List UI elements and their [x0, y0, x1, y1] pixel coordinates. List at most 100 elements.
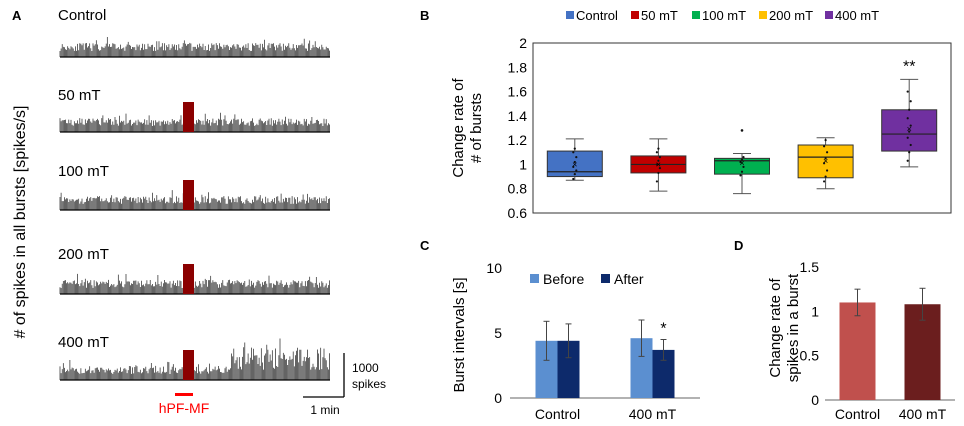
stim-block [183, 264, 194, 294]
significance-marker: ** [903, 58, 915, 75]
data-point [909, 143, 912, 147]
panel-d-ylabel-line1: Change rate of [767, 278, 784, 378]
panel-d: D Change rate of spikes in a burst 0 0.5 1… [734, 238, 955, 422]
data-point [824, 139, 827, 142]
stim-block [183, 180, 194, 210]
data-point [657, 171, 660, 175]
legend-swatch-100mt [692, 11, 700, 19]
panel-c-legend: Before After [530, 271, 644, 287]
data-point [908, 151, 911, 154]
panel-a-letter: A [12, 8, 22, 23]
panel-a: A # of spikes in all bursts [spikes/s] C… [12, 7, 386, 417]
data-point [657, 159, 660, 162]
panel-b: B Control 50 mT 100 mT 200 mT 400 mT Cha… [420, 8, 952, 221]
stim-label: hPF-MF [159, 400, 210, 416]
scale-bar-x-label: 1 min [310, 403, 339, 417]
data-point [823, 162, 826, 165]
x-tick-label: 400 mT [629, 406, 677, 422]
significance-marker: * [660, 321, 666, 338]
y-tick-label: 1.2 [508, 132, 528, 148]
box-200mt: × [797, 137, 854, 190]
data-point [739, 174, 742, 177]
box-100mt: × [714, 129, 770, 195]
data-point [826, 169, 829, 172]
data-point [823, 180, 826, 183]
legend-swatch-after [601, 274, 610, 283]
box-400mt: × ** [881, 58, 938, 168]
legend-label-200mt: 200 mT [769, 8, 813, 23]
x-tick-label: Control [835, 406, 880, 422]
legend-label-100mt: 100 mT [702, 8, 746, 23]
outlier-point [740, 129, 744, 132]
bar-before [535, 340, 558, 398]
data-point [575, 156, 578, 159]
data-point [826, 151, 829, 154]
trace-label-100mt: 100 mT [58, 163, 109, 180]
bar-after [557, 340, 580, 398]
spike-trace [59, 338, 330, 380]
legend-label-400mt: 400 mT [835, 8, 879, 23]
trace-labels: Control 50 mT 100 mT 200 mT 400 mT [58, 7, 109, 351]
y-tick-label: 0.8 [508, 181, 528, 197]
plot-frame [532, 42, 952, 214]
panel-c-ylabel: Burst intervals [s] [451, 277, 468, 392]
data-point [655, 151, 659, 154]
mean-marker: × [572, 159, 577, 169]
trace-label-200mt: 200 mT [58, 246, 109, 263]
y-tick-label: 1.4 [508, 108, 528, 124]
data-point [906, 117, 909, 120]
stim-period-bar [175, 393, 193, 396]
data-point [572, 165, 575, 168]
data-point [908, 108, 911, 111]
y-tick-label: 1 [811, 303, 819, 319]
data-point [575, 169, 578, 172]
box [797, 144, 854, 179]
data-point [906, 159, 909, 162]
data-point [657, 147, 660, 150]
data-point [572, 151, 575, 154]
scale-bar: 1000 spikes 1 min [303, 353, 386, 417]
legend-label-before: Before [543, 271, 584, 287]
mean-marker: × [823, 156, 828, 166]
y-tick-label: 0.5 [800, 348, 820, 364]
mean-marker: × [907, 124, 912, 134]
data-point [655, 163, 659, 166]
legend-swatch-200mt [759, 11, 767, 19]
legend-swatch-50mt [631, 11, 639, 19]
data-point [573, 147, 576, 150]
stim-block [183, 350, 194, 380]
y-tick-label: 2 [519, 35, 527, 51]
bar-after [652, 349, 675, 398]
burst-interval-bar-chart: 0 5 10 Control * 400 mT [486, 260, 700, 422]
spike-traces [59, 37, 330, 381]
trace-label-control: Control [58, 7, 106, 24]
legend-label-after: After [614, 271, 644, 287]
data-point [573, 160, 576, 164]
legend-swatch-before [530, 274, 539, 283]
y-tick-label: 0.6 [508, 205, 528, 221]
y-tick-label: 1.8 [508, 59, 528, 75]
mean-marker: × [739, 158, 744, 168]
data-point [906, 136, 909, 139]
y-tick-label: 1.6 [508, 84, 528, 100]
data-point [655, 180, 659, 183]
spike-trace [59, 112, 330, 132]
data-point [906, 90, 909, 93]
data-point [658, 156, 662, 159]
data-point [739, 160, 742, 164]
legend-swatch-control [566, 11, 574, 19]
legend-label-control: Control [576, 8, 618, 23]
box [881, 109, 938, 152]
data-point [909, 124, 912, 127]
spikes-per-burst-bar-chart: 0 0.5 1 1.5 Control 400 mT [800, 259, 955, 422]
y-tick-label: 5 [494, 325, 502, 341]
box-plot: 0.6 0.8 1 1.2 1.4 1.6 1.8 2 × × × × × ** [508, 35, 952, 221]
x-tick-label: 400 mT [899, 406, 947, 422]
data-point [572, 177, 575, 181]
y-tick-label: 1 [519, 156, 527, 172]
data-point [573, 173, 576, 176]
spike-trace [59, 37, 330, 57]
panel-c: C Burst intervals [s] Before After 0 5 10 C… [420, 238, 700, 422]
data-point [658, 166, 662, 170]
